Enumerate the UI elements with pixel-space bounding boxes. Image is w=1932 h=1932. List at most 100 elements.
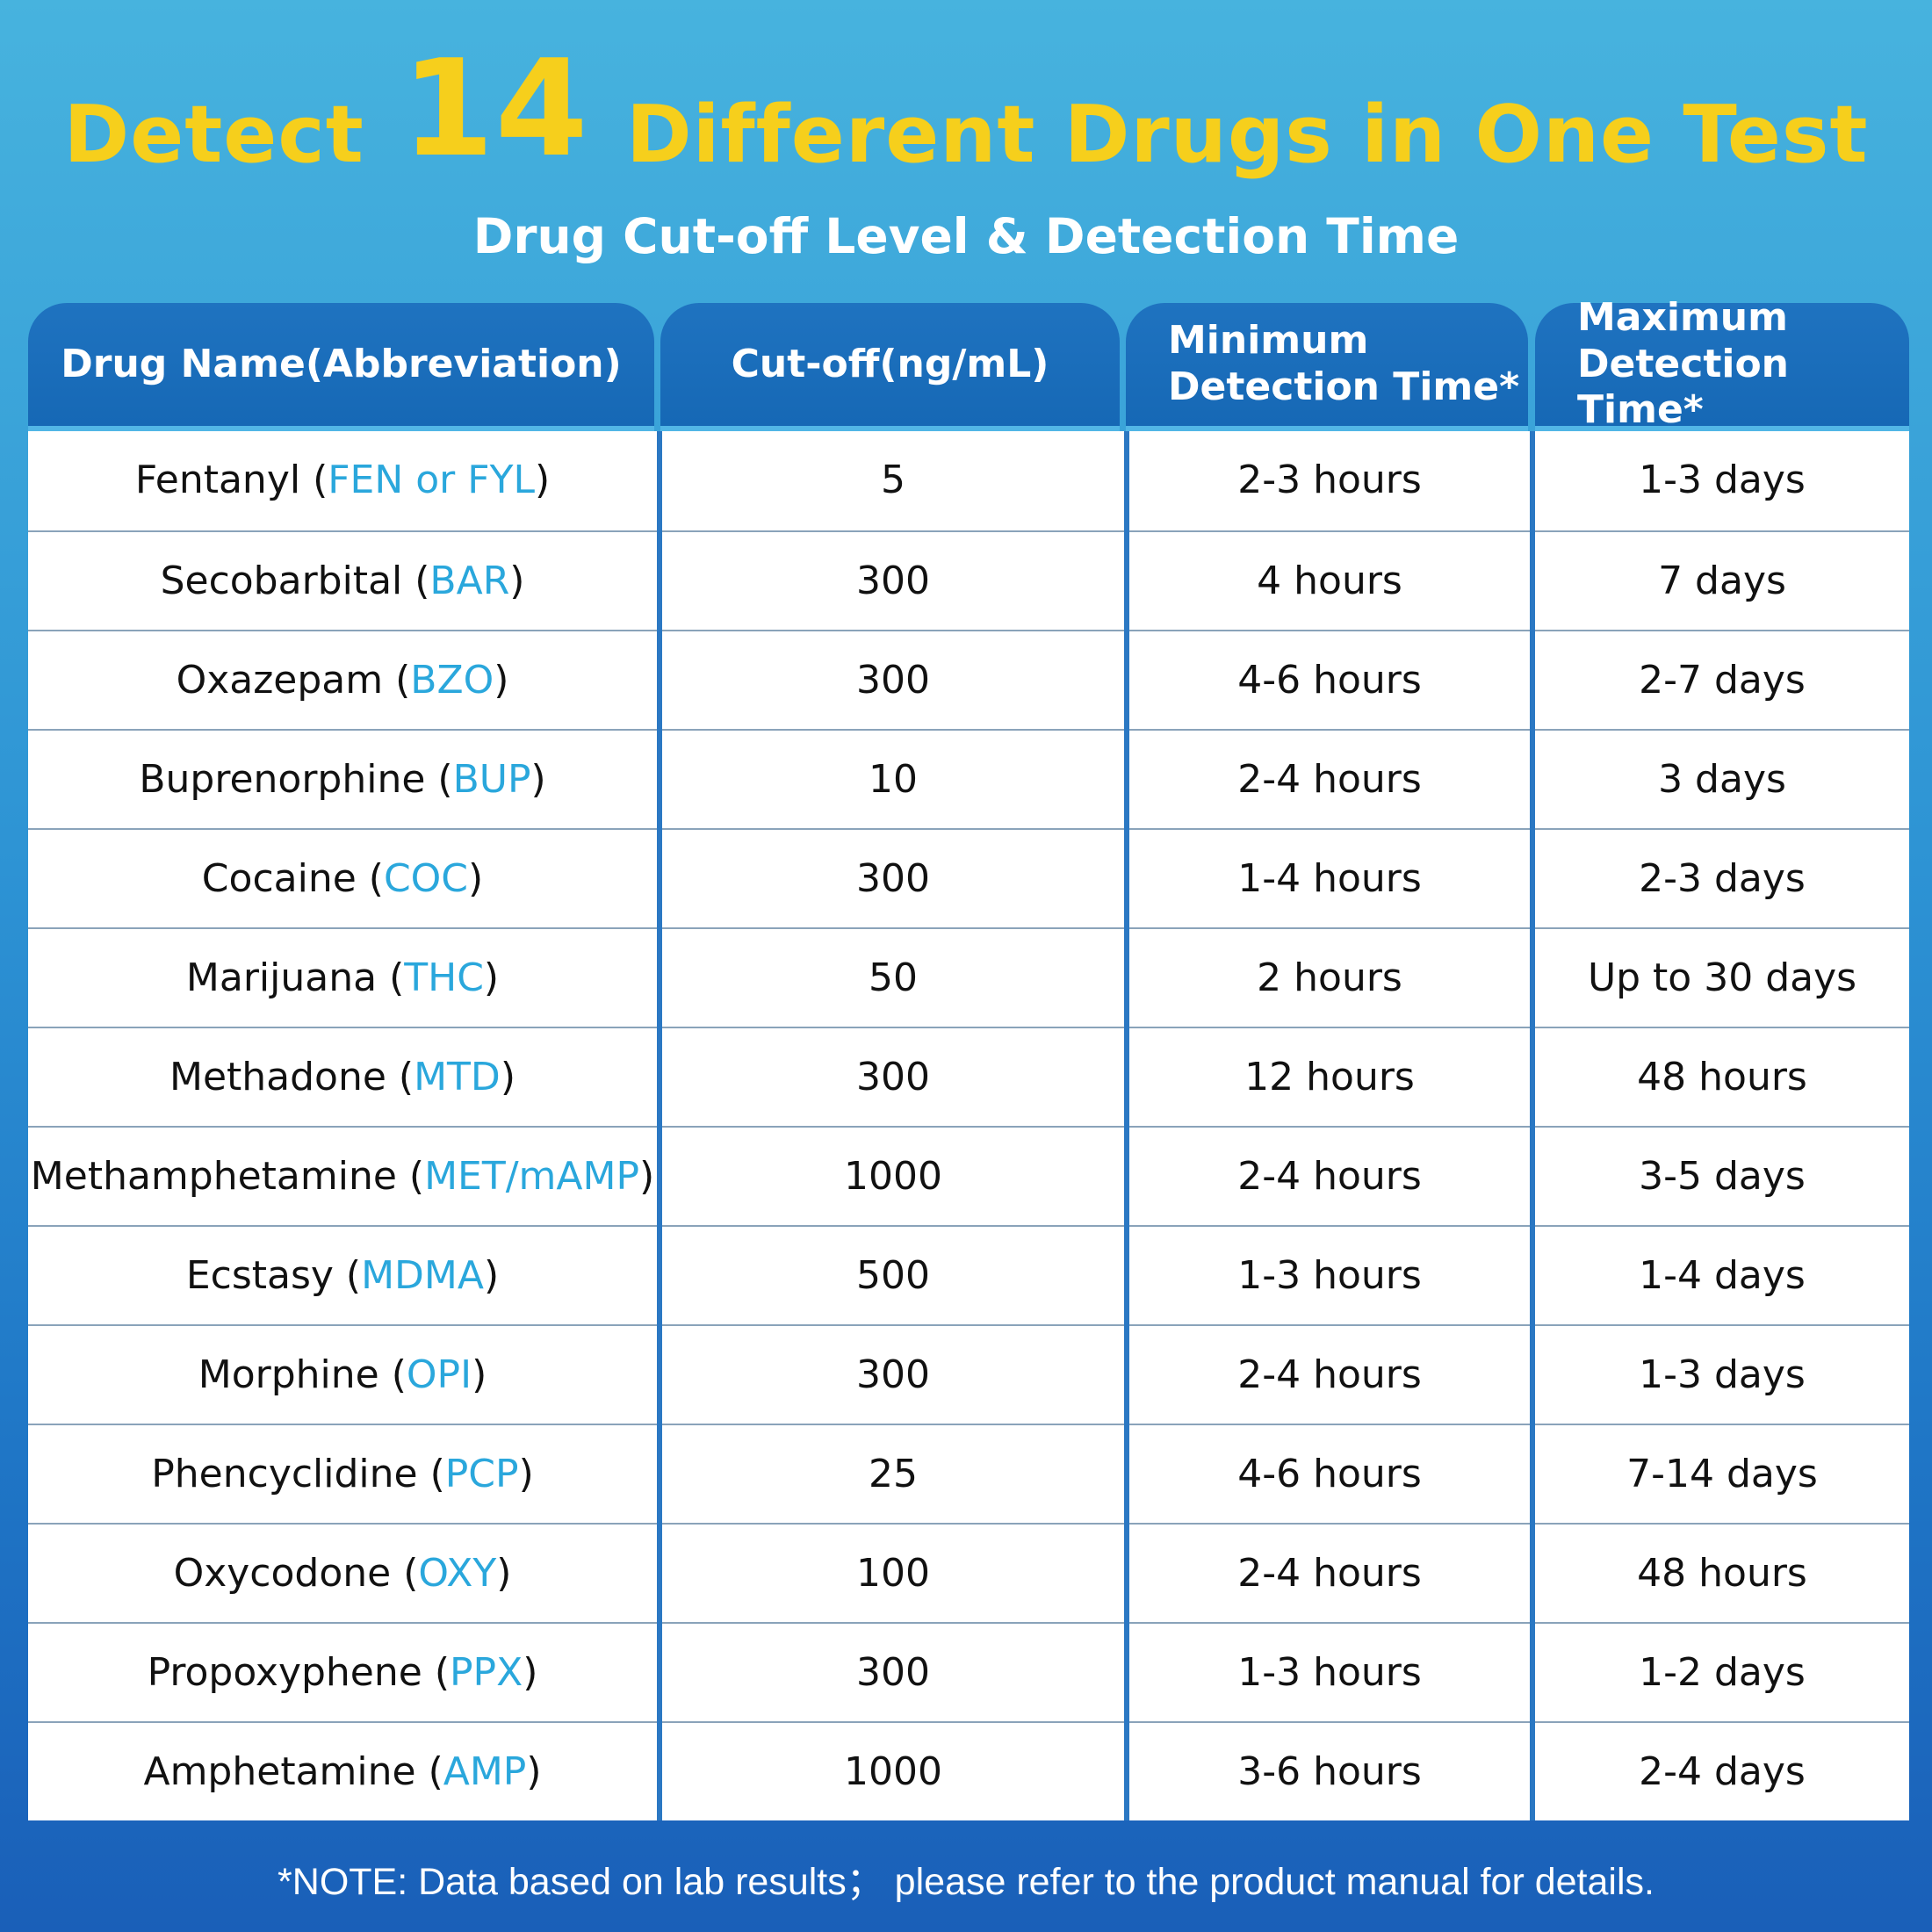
paren-close: ) bbox=[530, 757, 546, 802]
max-detection-cell: 7-14 days bbox=[1626, 1452, 1818, 1496]
max-detection-cell: 2-3 days bbox=[1639, 856, 1806, 901]
drug-abbreviation: PPX bbox=[450, 1650, 523, 1695]
drug-name-cell: Secobarbital (BAR) bbox=[28, 532, 657, 630]
min-detection-cell: 1-3 hours bbox=[1237, 1650, 1422, 1695]
table-header-row: Drug Name(Abbreviation) Cut-off(ng/mL) M… bbox=[28, 295, 1909, 432]
drug-name: Marijuana bbox=[185, 955, 378, 1000]
column-divider bbox=[1124, 431, 1129, 1820]
min-detection-cell: 12 hours bbox=[1244, 1055, 1415, 1099]
table-row: Methamphetamine (MET/mAMP) 1000 2-4 hours 3… bbox=[28, 1126, 1909, 1225]
title-number: 14 bbox=[401, 31, 589, 186]
drug-name-cell: Fentanyl (FEN or FYL) bbox=[28, 431, 657, 529]
paren-close: ) bbox=[472, 1352, 487, 1397]
drug-abbreviation: OXY bbox=[418, 1551, 497, 1596]
cutoff-cell: 300 bbox=[856, 1055, 930, 1099]
min-detection-cell: 1-4 hours bbox=[1237, 856, 1422, 901]
table-row: Morphine (OPI) 300 2-4 hours 1-3 days bbox=[28, 1324, 1909, 1424]
cutoff-cell: 300 bbox=[856, 1650, 930, 1695]
paren-open: ( bbox=[402, 559, 430, 603]
page-title: Detect 14 Different Drugs in One Test bbox=[0, 42, 1932, 183]
drug-name: Propoxyphene bbox=[147, 1650, 422, 1695]
table-row: Secobarbital (BAR) 300 4 hours 7 days bbox=[28, 530, 1909, 630]
drug-name: Cocaine bbox=[201, 856, 357, 901]
paren-open: ( bbox=[396, 1154, 425, 1199]
drug-abbreviation: FEN or FYL bbox=[328, 458, 535, 502]
drug-abbreviation: MET/mAMP bbox=[424, 1154, 640, 1199]
paren-close: ) bbox=[639, 1154, 655, 1199]
cutoff-cell: 300 bbox=[856, 658, 930, 703]
paren-close: ) bbox=[523, 1650, 538, 1695]
min-detection-cell: 2-4 hours bbox=[1237, 757, 1422, 802]
drug-name-cell: Oxycodone (OXY) bbox=[28, 1525, 657, 1622]
column-header-min-detection-label: Minimum Detection Time* bbox=[1168, 318, 1520, 409]
title-prefix: Detect bbox=[63, 89, 364, 181]
page-subtitle: Drug Cut-off Level & Detection Time bbox=[472, 208, 1460, 264]
drug-name: Amphetamine bbox=[143, 1749, 416, 1794]
drug-name: Buprenorphine bbox=[139, 757, 426, 802]
drug-name-cell: Marijuana (THC) bbox=[28, 929, 657, 1027]
max-detection-cell: 3-5 days bbox=[1639, 1154, 1806, 1199]
cutoff-cell: 100 bbox=[856, 1551, 930, 1596]
table-row: Cocaine (COC) 300 1-4 hours 2-3 days bbox=[28, 828, 1909, 927]
table-row: Buprenorphine (BUP) 10 2-4 hours 3 days bbox=[28, 729, 1909, 828]
max-detection-cell: 2-7 days bbox=[1639, 658, 1806, 703]
paren-open: ( bbox=[377, 955, 405, 1000]
min-detection-cell: 2-4 hours bbox=[1237, 1154, 1422, 1199]
paren-close: ) bbox=[518, 1452, 534, 1496]
paren-open: ( bbox=[386, 1055, 415, 1099]
cutoff-cell: 5 bbox=[881, 458, 905, 502]
drug-name: Fentanyl bbox=[134, 458, 301, 502]
title-block: Detect 14 Different Drugs in One Test Dr… bbox=[0, 42, 1932, 264]
drug-name: Secobarbital bbox=[160, 559, 403, 603]
drug-abbreviation: OPI bbox=[406, 1352, 472, 1397]
paren-open: ( bbox=[417, 1452, 445, 1496]
cutoff-cell: 50 bbox=[869, 955, 918, 1000]
drug-abbreviation: BZO bbox=[410, 658, 494, 703]
drug-table: Drug Name(Abbreviation) Cut-off(ng/mL) M… bbox=[28, 295, 1909, 1820]
paren-open: ( bbox=[378, 1352, 407, 1397]
paren-open: ( bbox=[425, 757, 453, 802]
drug-abbreviation: COC bbox=[383, 856, 469, 901]
table-row: Amphetamine (AMP) 1000 3-6 hours 2-4 days bbox=[28, 1721, 1909, 1820]
max-detection-cell: 3 days bbox=[1658, 757, 1786, 802]
min-detection-cell: 4-6 hours bbox=[1237, 658, 1422, 703]
column-header-min-detection: Minimum Detection Time* bbox=[1126, 303, 1528, 431]
drug-abbreviation: AMP bbox=[443, 1749, 527, 1794]
max-detection-cell: 2-4 days bbox=[1639, 1749, 1806, 1794]
paren-open: ( bbox=[383, 658, 411, 703]
drug-name-cell: Cocaine (COC) bbox=[28, 830, 657, 927]
cutoff-cell: 10 bbox=[869, 757, 918, 802]
min-detection-cell: 4-6 hours bbox=[1237, 1452, 1422, 1496]
column-header-drug-name: Drug Name(Abbreviation) bbox=[28, 303, 654, 431]
table-row: Methadone (MTD) 300 12 hours 48 hours bbox=[28, 1027, 1909, 1126]
paren-close: ) bbox=[483, 955, 500, 1000]
cutoff-cell: 500 bbox=[856, 1253, 930, 1298]
table-row: Phencyclidine (PCP) 25 4-6 hours 7-14 days bbox=[28, 1424, 1909, 1523]
drug-name-cell: Oxazepam (BZO) bbox=[28, 631, 657, 729]
paren-open: ( bbox=[300, 458, 328, 502]
min-detection-cell: 4 hours bbox=[1257, 559, 1402, 603]
cutoff-cell: 1000 bbox=[844, 1749, 942, 1794]
column-header-max-detection-label: Maximum Detection Time* bbox=[1577, 294, 1789, 433]
paren-open: ( bbox=[356, 856, 384, 901]
drug-abbreviation: MTD bbox=[414, 1055, 501, 1099]
paren-close: ) bbox=[509, 559, 525, 603]
table-row: Oxycodone (OXY) 100 2-4 hours 48 hours bbox=[28, 1523, 1909, 1622]
paren-close: ) bbox=[534, 458, 551, 502]
max-detection-cell: 7 days bbox=[1658, 559, 1786, 603]
max-detection-cell: Up to 30 days bbox=[1587, 955, 1857, 1000]
drug-name: Phencyclidine bbox=[151, 1452, 418, 1496]
drug-abbreviation: PCP bbox=[444, 1452, 519, 1496]
table-body: Fentanyl (FEN or FYL) 5 2-3 hours 1-3 days S… bbox=[28, 431, 1909, 1820]
drug-name-cell: Ecstasy (MDMA) bbox=[28, 1227, 657, 1324]
min-detection-cell: 2-3 hours bbox=[1237, 458, 1422, 502]
min-detection-cell: 1-3 hours bbox=[1237, 1253, 1422, 1298]
drug-name: Oxycodone bbox=[173, 1551, 392, 1596]
max-detection-cell: 48 hours bbox=[1637, 1055, 1807, 1099]
drug-abbreviation: THC bbox=[404, 955, 484, 1000]
table-row: Oxazepam (BZO) 300 4-6 hours 2-7 days bbox=[28, 630, 1909, 729]
drug-name-cell: Phencyclidine (PCP) bbox=[28, 1425, 657, 1523]
title-suffix: Different Drugs in One Test bbox=[625, 89, 1869, 181]
cutoff-cell: 1000 bbox=[844, 1154, 942, 1199]
table-row: Propoxyphene (PPX) 300 1-3 hours 1-2 days bbox=[28, 1622, 1909, 1721]
